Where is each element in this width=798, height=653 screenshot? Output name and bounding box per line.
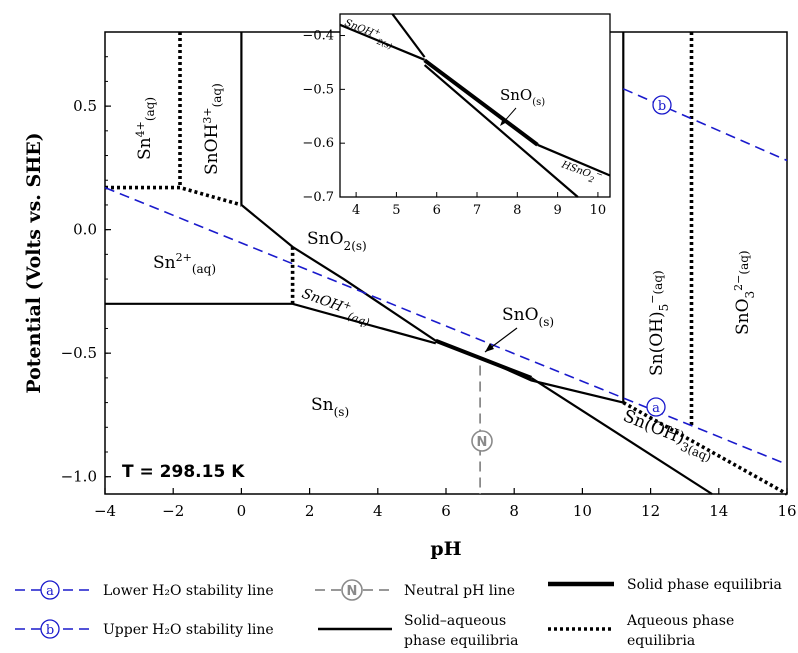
label-sno: SnO(s) xyxy=(502,305,554,329)
inset-background xyxy=(340,14,610,210)
inset-y-tick-label: −0.7 xyxy=(302,190,334,205)
y-tick-label: −1.0 xyxy=(61,468,97,486)
x-tick-label: 12 xyxy=(641,502,660,520)
svg-text:Upper H₂O stability line: Upper H₂O stability line xyxy=(103,622,274,638)
svg-text:Aqueous phase: Aqueous phase xyxy=(626,613,734,629)
label-sno3: SnO32−(aq) xyxy=(732,250,757,335)
legend-lower: a Lower H₂O stability line xyxy=(15,580,274,600)
label-snoh3: SnOH3+(aq) xyxy=(201,83,224,175)
inset-line-solid-phase-2 xyxy=(423,58,539,147)
y-tick-label: 0.5 xyxy=(73,97,97,115)
svg-text:a: a xyxy=(652,401,660,416)
inset-x-tick-label: 10 xyxy=(590,203,607,218)
x-tick-label: −4 xyxy=(94,502,116,520)
legend-neutral: N Neutral pH line xyxy=(315,579,515,601)
x-tick-label: 8 xyxy=(509,502,519,520)
svg-text:Neutral pH line: Neutral pH line xyxy=(404,583,515,599)
legend-aqueous: Aqueous phase equilibria xyxy=(548,613,734,649)
y-axis-title: Potential (Volts vs. SHE) xyxy=(23,132,45,393)
inset-x-tick-label: 6 xyxy=(433,203,441,218)
inset-line-solid-aqueous-3 xyxy=(423,64,579,198)
x-tick-label: 6 xyxy=(441,502,451,520)
legend-solid-phase: Solid phase equilibria xyxy=(548,577,782,593)
svg-text:b: b xyxy=(658,99,666,114)
svg-text:a: a xyxy=(46,584,54,599)
svg-text:Solid–aqueous: Solid–aqueous xyxy=(404,613,506,629)
series-line-solid-aqueous-1 xyxy=(240,204,624,404)
svg-text:Solid phase equilibria: Solid phase equilibria xyxy=(627,577,782,593)
y-tick-label: −0.5 xyxy=(61,344,97,362)
svg-text:N: N xyxy=(347,584,358,599)
inset-label-sno: SnO(s) xyxy=(500,86,545,108)
inset-sno-arrowhead xyxy=(500,118,507,126)
label-snoh5: Sn(OH)5−(aq) xyxy=(646,270,671,376)
label-sn4: Sn4+(aq) xyxy=(134,97,157,160)
inset-y-tick-label: −0.5 xyxy=(302,82,334,97)
series-line-aqueous-10 xyxy=(622,401,788,496)
inset-y-tick-label: −0.6 xyxy=(302,136,334,151)
y-tick-label: 0.0 xyxy=(73,221,97,239)
legend-solid-aqueous: Solid–aqueous phase equilibria xyxy=(318,613,518,649)
inset-y-tick-label: −0.4 xyxy=(302,29,334,44)
inset-x-tick-label: 7 xyxy=(473,203,481,218)
inset-x-tick-label: 8 xyxy=(513,203,521,218)
svg-text:N: N xyxy=(477,435,488,450)
x-axis-title: pH xyxy=(430,538,461,560)
x-tick-label: 10 xyxy=(573,502,592,520)
svg-text:Lower H₂O stability line: Lower H₂O stability line xyxy=(103,583,274,599)
sno-arrowhead xyxy=(485,343,494,352)
label-snoh3aq: Sn(OH)3(aq) xyxy=(619,406,717,464)
inset-line-solid-aqueous-0 xyxy=(339,23,426,61)
series-line-solid-aqueous-3 xyxy=(530,376,713,495)
inset-x-tick-label: 5 xyxy=(392,203,400,218)
series-line-aqueous-6 xyxy=(105,185,242,207)
x-tick-label: −2 xyxy=(162,502,184,520)
legend: a Lower H₂O stability line b Upper H₂O s… xyxy=(15,577,782,649)
legend-upper: b Upper H₂O stability line xyxy=(15,619,274,639)
x-tick-label: 14 xyxy=(709,502,728,520)
x-tick-label: 0 xyxy=(237,502,247,520)
svg-text:b: b xyxy=(46,623,54,638)
temperature-label: T = 298.15 K xyxy=(122,462,245,482)
marker-n: N xyxy=(471,430,493,452)
svg-text:equilibria: equilibria xyxy=(627,633,695,649)
marker-b: b xyxy=(652,95,672,115)
inset-frame xyxy=(339,13,611,198)
label-sn: Sn(s) xyxy=(311,395,349,419)
label-sn2: Sn2+(aq) xyxy=(153,251,216,276)
series-line-solid-aqueous-2 xyxy=(105,302,437,345)
svg-text:phase equilibria: phase equilibria xyxy=(404,633,518,649)
x-tick-label: 16 xyxy=(777,502,796,520)
inset-x-tick-label: 4 xyxy=(352,203,360,218)
x-tick-label: 2 xyxy=(305,502,315,520)
series-line-lower-h2o-11 xyxy=(104,186,788,466)
series-line-solid-phase-5 xyxy=(435,338,533,380)
label-sno2: SnO2(s) xyxy=(307,229,367,253)
x-tick-label: 4 xyxy=(373,502,383,520)
inset-line-solid-aqueous-1 xyxy=(391,13,426,58)
inset-line-solid-aqueous-4 xyxy=(537,143,611,177)
series-line-upper-h2o-12 xyxy=(622,88,788,162)
inset-x-tick-label: 9 xyxy=(553,203,561,218)
marker-a: a xyxy=(646,397,666,417)
